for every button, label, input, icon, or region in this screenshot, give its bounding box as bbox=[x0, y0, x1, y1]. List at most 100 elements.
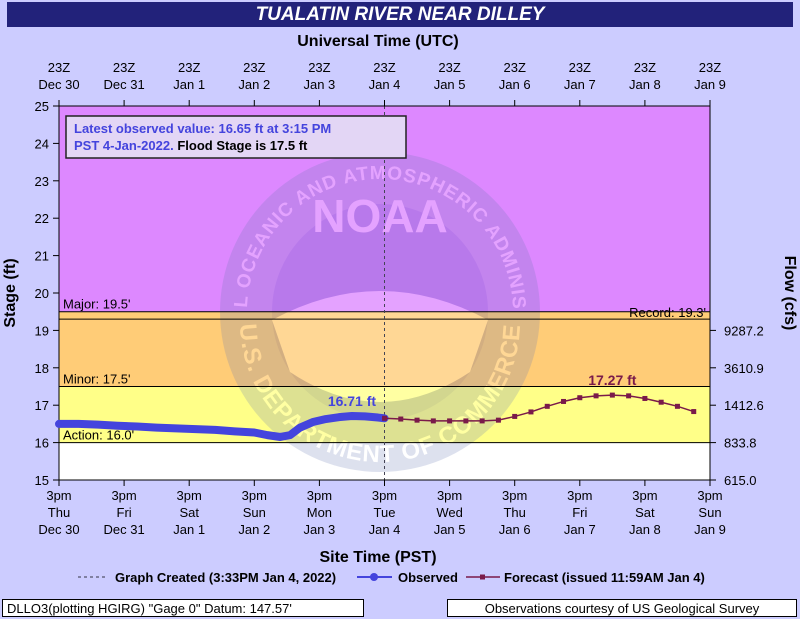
top-tick-label: 23Z bbox=[373, 60, 395, 75]
top-tick-label: 23Z bbox=[48, 60, 70, 75]
forecast-point bbox=[463, 418, 469, 424]
top-tick-label: Jan 1 bbox=[173, 77, 205, 92]
y-tick-label: 16 bbox=[35, 436, 49, 451]
peak-label: 17.27 ft bbox=[588, 372, 637, 388]
top-tick-label: Jan 5 bbox=[434, 77, 466, 92]
x-tick-label: Sat bbox=[635, 505, 655, 520]
x-tick-label: Jan 3 bbox=[303, 522, 335, 537]
watermark-logo-text: NOAA bbox=[312, 190, 447, 242]
x-tick-label: Jan 7 bbox=[564, 522, 596, 537]
x-tick-label: 3pm bbox=[502, 488, 527, 503]
threshold-label: Minor: 17.5' bbox=[63, 372, 131, 387]
legend-created-label: Graph Created (3:33PM Jan 4, 2022) bbox=[115, 570, 336, 585]
footer-courtesy: Observations courtesy of US Geological S… bbox=[447, 599, 797, 617]
x-tick-label: 3pm bbox=[372, 488, 397, 503]
top-tick-label: 23Z bbox=[569, 60, 591, 75]
y-tick-label: 19 bbox=[35, 323, 49, 338]
x-tick-label: Sun bbox=[243, 505, 266, 520]
top-tick-label: Jan 8 bbox=[629, 77, 661, 92]
forecast-point bbox=[577, 395, 583, 401]
x-tick-label: Jan 8 bbox=[629, 522, 661, 537]
y2-tick-label: 9287.2 bbox=[724, 323, 764, 338]
y-tick-label: 20 bbox=[35, 286, 49, 301]
x-tick-label: Thu bbox=[503, 505, 525, 520]
info-box bbox=[65, 115, 407, 159]
x-tick-label: Jan 6 bbox=[499, 522, 531, 537]
y2-tick-label: 1412.6 bbox=[724, 398, 764, 413]
y-tick-label: 21 bbox=[35, 249, 49, 264]
x-tick-label: Jan 9 bbox=[694, 522, 726, 537]
x-tick-label: Jan 4 bbox=[369, 522, 401, 537]
top-tick-label: 23Z bbox=[178, 60, 200, 75]
forecast-point bbox=[642, 395, 648, 401]
x-tick-label: Jan 2 bbox=[238, 522, 270, 537]
info-line1: Latest observed value: 16.65 ft at 3:15 … bbox=[74, 121, 331, 136]
info-line2: PST 4-Jan-2022. Flood Stage is 17.5 ft bbox=[74, 138, 308, 153]
legend-observed-marker bbox=[370, 573, 378, 581]
x-tick-label: Thu bbox=[48, 505, 70, 520]
y-tick-label: 18 bbox=[35, 361, 49, 376]
forecast-point bbox=[626, 393, 632, 399]
x-tick-label: Tue bbox=[374, 505, 396, 520]
top-tick-label: Jan 3 bbox=[303, 77, 335, 92]
legend-observed-label: Observed bbox=[398, 570, 458, 585]
x-tick-label: Sat bbox=[179, 505, 199, 520]
x-tick-label: 3pm bbox=[242, 488, 267, 503]
top-tick-label: 23Z bbox=[308, 60, 330, 75]
y-tick-label: 25 bbox=[35, 99, 49, 114]
y-axis-title: Stage (ft) bbox=[2, 258, 19, 327]
forecast-point bbox=[430, 418, 436, 424]
forecast-point bbox=[674, 403, 680, 409]
x-tick-label: 3pm bbox=[177, 488, 202, 503]
top-tick-label: 23Z bbox=[243, 60, 265, 75]
top-tick-label: 23Z bbox=[699, 60, 721, 75]
x-tick-label: 3pm bbox=[111, 488, 136, 503]
legend-forecast-label: Forecast (issued 11:59AM Jan 4) bbox=[504, 570, 705, 585]
top-tick-label: Jan 4 bbox=[369, 77, 401, 92]
forecast-point bbox=[544, 403, 550, 409]
x-tick-label: 3pm bbox=[307, 488, 332, 503]
top-tick-label: Jan 6 bbox=[499, 77, 531, 92]
forecast-point bbox=[479, 418, 485, 424]
peak-label: 16.71 ft bbox=[328, 393, 377, 409]
top-tick-label: 23Z bbox=[113, 60, 135, 75]
x-axis-title: Site Time (PST) bbox=[319, 549, 436, 566]
forecast-point bbox=[593, 393, 599, 399]
info-line2-flood: Flood Stage is 17.5 ft bbox=[177, 138, 308, 153]
x-tick-label: Dec 30 bbox=[38, 522, 79, 537]
info-line2-date: PST 4-Jan-2022. bbox=[74, 138, 177, 153]
x-tick-label: 3pm bbox=[697, 488, 722, 503]
y2-tick-label: 3610.9 bbox=[724, 361, 764, 376]
x-tick-label: Sun bbox=[698, 505, 721, 520]
forecast-point bbox=[414, 417, 420, 423]
x-tick-label: 3pm bbox=[437, 488, 462, 503]
top-axis-title: Universal Time (UTC) bbox=[297, 33, 459, 50]
threshold-label: Major: 19.5' bbox=[63, 297, 131, 312]
y-tick-label: 17 bbox=[35, 398, 49, 413]
threshold-label: Action: 16.0' bbox=[63, 428, 134, 443]
x-tick-label: Fri bbox=[117, 505, 132, 520]
x-tick-label: Mon bbox=[307, 505, 332, 520]
top-tick-label: Jan 7 bbox=[564, 77, 596, 92]
chart-title: TUALATIN RIVER NEAR DILLEY bbox=[7, 2, 793, 27]
observed-series-line bbox=[55, 412, 389, 441]
y-tick-label: 15 bbox=[35, 473, 49, 488]
y-tick-label: 22 bbox=[35, 211, 49, 226]
x-tick-label: Jan 1 bbox=[173, 522, 205, 537]
x-tick-label: 3pm bbox=[567, 488, 592, 503]
forecast-point bbox=[398, 416, 404, 422]
record-label: Record: 19.3' bbox=[629, 305, 706, 320]
top-tick-label: 23Z bbox=[503, 60, 525, 75]
y2-tick-label: 615.0 bbox=[724, 473, 757, 488]
forecast-series-line bbox=[384, 394, 694, 422]
y2-tick-label: 833.8 bbox=[724, 436, 757, 451]
top-tick-label: Jan 9 bbox=[694, 77, 726, 92]
footer-datum: DLLO3(plotting HGIRG) "Gage 0" Datum: 14… bbox=[2, 599, 364, 617]
forecast-point bbox=[691, 409, 697, 415]
x-tick-label: Jan 5 bbox=[434, 522, 466, 537]
top-tick-label: Dec 30 bbox=[38, 77, 79, 92]
forecast-point bbox=[528, 409, 534, 415]
top-tick-label: Dec 31 bbox=[103, 77, 144, 92]
y-tick-label: 24 bbox=[35, 136, 49, 151]
